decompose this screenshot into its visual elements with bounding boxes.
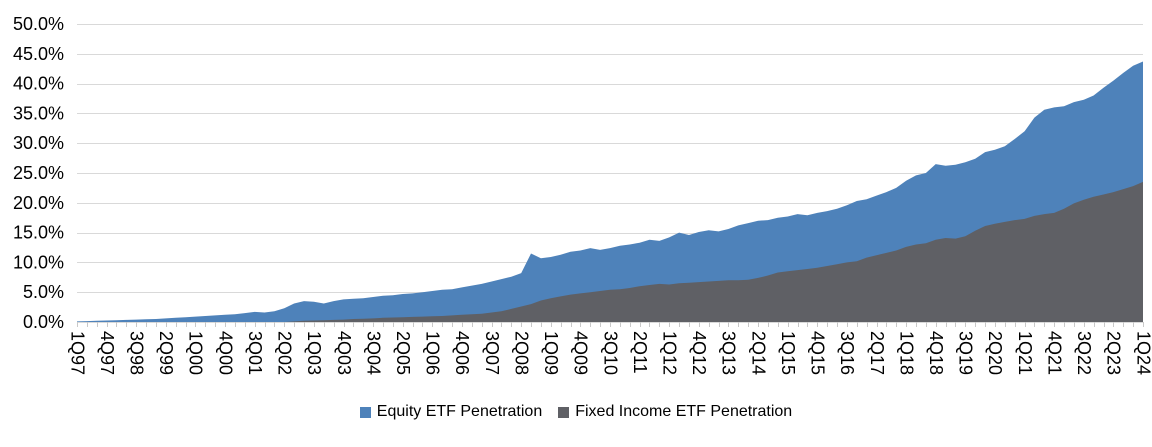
x-axis-label: 1Q12	[659, 331, 679, 375]
y-axis-label: 0.0%	[23, 312, 64, 332]
x-axis-label: 1Q97	[67, 331, 87, 375]
y-axis-label: 20.0%	[13, 193, 64, 213]
x-axis-label: 1Q00	[186, 331, 206, 375]
x-axis-label: 2Q23	[1104, 331, 1124, 375]
y-axis-label: 35.0%	[13, 103, 64, 123]
x-axis-label: 2Q02	[275, 331, 295, 375]
x-axis-label: 4Q12	[689, 331, 709, 375]
y-axis-label: 15.0%	[13, 223, 64, 243]
y-axis-label: 10.0%	[13, 252, 64, 272]
x-axis-label: 4Q09	[571, 331, 591, 375]
x-axis-label: 4Q18	[926, 331, 946, 375]
x-axis-label: 2Q99	[156, 331, 176, 375]
x-axis-label: 3Q10	[600, 331, 620, 375]
x-axis-label: 2Q14	[748, 331, 768, 375]
x-axis-label: 2Q05	[393, 331, 413, 375]
x-axis-label: 4Q06	[452, 331, 472, 375]
y-axis-label: 30.0%	[13, 133, 64, 153]
x-axis-label: 1Q24	[1133, 331, 1152, 375]
x-axis-label: 1Q03	[304, 331, 324, 375]
x-axis-label: 4Q00	[215, 331, 235, 375]
y-axis-label: 45.0%	[13, 44, 64, 64]
x-axis-label: 1Q15	[778, 331, 798, 375]
x-axis-label: 3Q07	[482, 331, 502, 375]
x-axis-label: 4Q03	[334, 331, 354, 375]
x-axis-label: 1Q06	[423, 331, 443, 375]
x-axis-label: 2Q17	[867, 331, 887, 375]
x-axis-label: 3Q98	[126, 331, 146, 375]
chart-legend: Equity ETF Penetration Fixed Income ETF …	[0, 402, 1152, 422]
x-axis-label: 3Q19	[956, 331, 976, 375]
x-axis-label: 1Q09	[541, 331, 561, 375]
y-axis-label: 5.0%	[23, 282, 64, 302]
legend-item-fixed-income: Fixed Income ETF Penetration	[558, 402, 792, 422]
x-axis-label: 4Q97	[97, 331, 117, 375]
legend-swatch-equity-icon	[359, 406, 371, 418]
y-axis-label: 50.0%	[13, 14, 64, 34]
x-axis-label: 3Q04	[363, 331, 383, 375]
y-axis-label: 25.0%	[13, 163, 64, 183]
x-axis-label: 3Q13	[719, 331, 739, 375]
x-axis-label: 4Q15	[808, 331, 828, 375]
legend-item-equity: Equity ETF Penetration	[359, 402, 543, 422]
x-axis-label: 3Q16	[837, 331, 857, 375]
legend-label-equity: Equity ETF Penetration	[376, 403, 543, 420]
chart-plot-area: 0.0% 5.0% 10.0% 15.0% 20.0% 25.0% 30.0% 35.0% 40…	[13, 14, 1152, 375]
x-axis-label: 4Q21	[1044, 331, 1064, 375]
x-axis-label: 1Q18	[896, 331, 916, 375]
y-axis-label: 40.0%	[13, 74, 64, 94]
legend-label-fixed-income: Fixed Income ETF Penetration	[575, 403, 793, 420]
legend-swatch-fixed-income-icon	[558, 406, 570, 418]
x-axis-label: 2Q20	[985, 331, 1005, 375]
x-axis-label: 1Q21	[1015, 331, 1035, 375]
x-axis-label: 3Q01	[245, 331, 265, 375]
x-axis-label: 2Q08	[511, 331, 531, 375]
x-axis-label: 2Q11	[630, 331, 650, 374]
x-axis-label: 3Q22	[1074, 331, 1094, 375]
area-fixed-income-etf-penetration	[77, 181, 1143, 322]
